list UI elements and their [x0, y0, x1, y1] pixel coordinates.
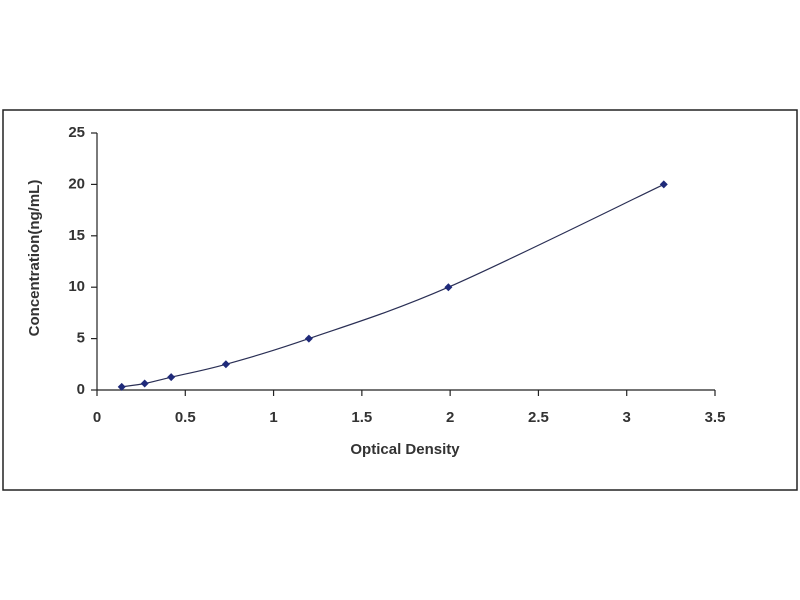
x-tick-label: 0 — [93, 409, 101, 426]
data-point — [304, 334, 313, 343]
y-tick-label: 5 — [77, 330, 85, 347]
y-tick-label: 20 — [68, 175, 85, 192]
y-tick-label: 15 — [68, 227, 85, 244]
data-point — [140, 379, 149, 388]
x-tick-label: 2 — [446, 409, 454, 426]
x-tick-label: 3 — [623, 409, 631, 426]
data-point — [221, 360, 230, 369]
data-point — [444, 283, 453, 292]
x-tick-label: 1 — [269, 409, 277, 426]
y-tick-label: 10 — [68, 278, 85, 295]
data-point — [659, 180, 668, 189]
x-tick-label: 2.5 — [528, 409, 549, 426]
data-point — [167, 373, 176, 382]
x-tick-label: 3.5 — [705, 409, 726, 426]
data-point — [117, 382, 126, 391]
x-axis-label: Optical Density — [350, 441, 460, 458]
fit-curve — [121, 183, 665, 388]
y-tick-label: 0 — [77, 381, 85, 398]
y-tick-label: 25 — [68, 124, 85, 141]
x-tick-label: 1.5 — [351, 409, 372, 426]
chart-frame — [2, 109, 798, 491]
x-tick-label: 0.5 — [175, 409, 196, 426]
y-axis-label: Concentration(ng/mL) — [26, 180, 43, 337]
